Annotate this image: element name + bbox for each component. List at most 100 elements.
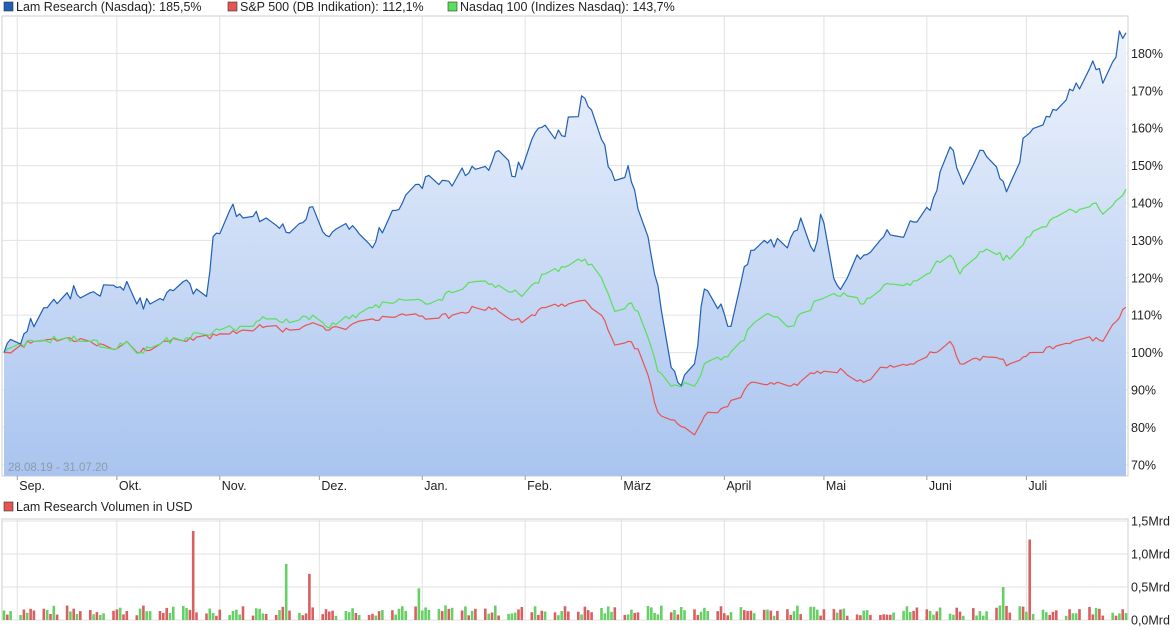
volume-bar (865, 610, 869, 620)
legend-item-sp500: S&P 500 (DB Indikation): 112,1% (227, 0, 424, 14)
volume-bar (729, 612, 733, 620)
volume-bar (374, 615, 378, 620)
volume-bar (427, 610, 431, 620)
volume-bar (557, 615, 560, 620)
volume-bar (215, 615, 218, 620)
volume-bar (513, 612, 517, 620)
volume-bar (812, 606, 816, 620)
volume-bar (484, 608, 487, 620)
volume-bar (255, 608, 258, 620)
volume-bar (915, 607, 919, 620)
volume-bar (99, 615, 102, 620)
volume-bar (357, 615, 361, 620)
volume-bar (855, 614, 859, 620)
volume-legend-label: Lam Research Volumen in USD (16, 500, 192, 514)
volume-bar (218, 609, 222, 620)
volume-legend-swatch (3, 501, 14, 512)
x-tick-label: Nov. (222, 479, 247, 493)
price-y-tick-label: 140% (1131, 196, 1163, 210)
volume-bar (464, 606, 467, 620)
volume-bar (321, 614, 324, 620)
volume-bar (517, 609, 520, 620)
volume-plot-frame (1, 518, 1129, 621)
volume-bar (696, 614, 700, 620)
volume-bar (258, 608, 261, 620)
volume-bar (975, 615, 978, 620)
x-tick-label: Jan. (424, 479, 448, 493)
volume-bar (354, 613, 358, 620)
volume-bar (125, 611, 129, 620)
volume-bar (819, 615, 822, 620)
volume-bar (510, 613, 514, 620)
volume-bar (494, 605, 497, 620)
volume-bar (351, 608, 354, 620)
volume-bar (138, 608, 142, 620)
volume-bar (892, 612, 895, 620)
x-tick-label: März (623, 479, 651, 493)
volume-bar (211, 613, 215, 620)
volume-bar (563, 606, 567, 620)
volume-bar (772, 615, 776, 620)
volume-bar (397, 608, 401, 620)
volume-bar (653, 612, 656, 620)
volume-bar (1055, 610, 1058, 620)
volume-bar (693, 609, 696, 620)
volume-bar (231, 611, 235, 620)
volume-bar (89, 610, 92, 620)
volume-bar (75, 614, 79, 620)
volume-bar (135, 615, 139, 620)
volume-bar (25, 612, 29, 620)
volume-bar (948, 613, 952, 620)
volume-bar (92, 614, 95, 620)
price-y-tick-label: 110% (1131, 309, 1162, 323)
volume-bar (22, 609, 26, 620)
volume-bar (487, 613, 490, 620)
volume-legend: Lam Research Volumen in USD (3, 500, 192, 514)
price-y-tick-label: 120% (1131, 271, 1163, 285)
price-y-tick-label: 180% (1131, 47, 1163, 61)
volume-bar (45, 609, 49, 620)
volume-bar (1031, 614, 1035, 620)
volume-bar (162, 613, 165, 620)
volume-bar (1101, 615, 1105, 620)
volume-bar (311, 607, 314, 620)
volume-bar (470, 610, 474, 620)
volume-y-axis: 0,0Mrd 0,5Mrd 1,0Mrd 1,5Mrd (1131, 515, 1170, 628)
volume-bar (845, 615, 849, 620)
volume-bar (331, 610, 334, 620)
volume-bar (42, 608, 46, 620)
volume-bar (882, 614, 885, 620)
volume-bar (822, 609, 826, 620)
volume-bar (606, 606, 610, 620)
volume-bar (168, 613, 172, 620)
volume-bar (1045, 612, 1048, 620)
volume-bar (274, 615, 278, 620)
volume-bar (165, 607, 168, 620)
volume-bar (762, 609, 766, 620)
volume-bar (766, 609, 769, 620)
volume-bar (656, 614, 660, 620)
volume-bar (1078, 609, 1081, 620)
volume-plot: 0,0Mrd 0,5Mrd 1,0Mrd 1,5Mrd (1, 515, 1170, 628)
volume-bar (1051, 611, 1055, 620)
volume-bar (440, 611, 444, 620)
volume-bar (699, 611, 703, 620)
volume-bar (796, 605, 799, 620)
volume-bar (520, 607, 524, 620)
volume-bar (381, 610, 384, 620)
volume-bar (859, 615, 862, 620)
volume-bar (158, 611, 162, 620)
volume-bar (284, 563, 288, 620)
volume-bar (633, 612, 636, 620)
volume-bar (2, 610, 6, 620)
volume-bar (251, 615, 255, 620)
volume-bar (567, 611, 570, 620)
volume-bar (29, 608, 32, 620)
volume-bar (55, 614, 59, 620)
volume-bar (1111, 612, 1114, 620)
volume-bar (188, 609, 192, 620)
volume-bar (938, 607, 942, 620)
volume-bar (786, 609, 789, 620)
volume-bar (669, 612, 673, 620)
volume-bar (995, 607, 998, 620)
